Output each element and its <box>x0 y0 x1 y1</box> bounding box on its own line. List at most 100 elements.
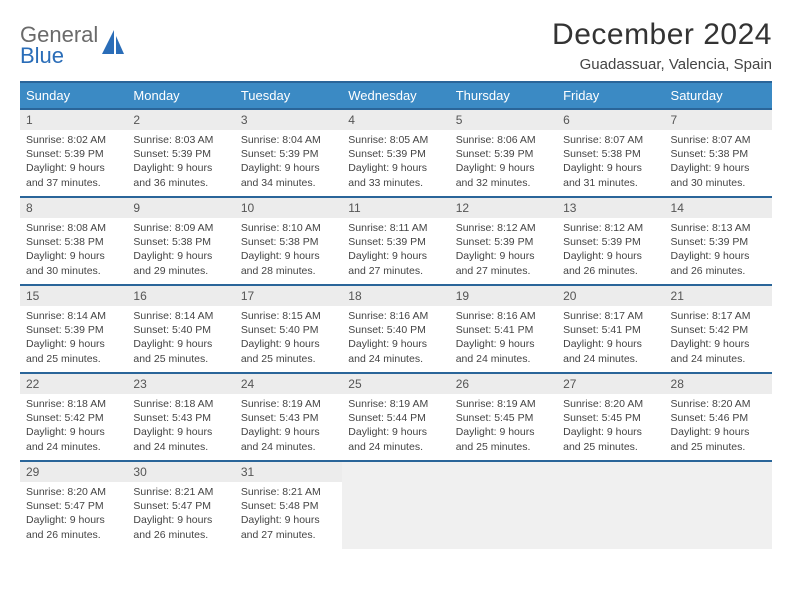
calendar-cell: 19Sunrise: 8:16 AMSunset: 5:41 PMDayligh… <box>450 285 557 373</box>
day-content: Sunrise: 8:12 AMSunset: 5:39 PMDaylight:… <box>557 218 664 284</box>
day-content: Sunrise: 8:21 AMSunset: 5:47 PMDaylight:… <box>127 482 234 548</box>
title-block: December 2024 Guadassuar, Valencia, Spai… <box>552 18 772 73</box>
calendar-cell <box>450 461 557 549</box>
calendar-cell: 10Sunrise: 8:10 AMSunset: 5:38 PMDayligh… <box>235 197 342 285</box>
calendar-cell: 20Sunrise: 8:17 AMSunset: 5:41 PMDayligh… <box>557 285 664 373</box>
sail-icon <box>100 28 126 63</box>
calendar-row: 8Sunrise: 8:08 AMSunset: 5:38 PMDaylight… <box>20 197 772 285</box>
weekday-header: Thursday <box>450 82 557 109</box>
day-content: Sunrise: 8:09 AMSunset: 5:38 PMDaylight:… <box>127 218 234 284</box>
day-content: Sunrise: 8:18 AMSunset: 5:42 PMDaylight:… <box>20 394 127 460</box>
day-number: 18 <box>342 286 449 306</box>
day-content: Sunrise: 8:13 AMSunset: 5:39 PMDaylight:… <box>665 218 772 284</box>
day-content: Sunrise: 8:21 AMSunset: 5:48 PMDaylight:… <box>235 482 342 548</box>
day-number: 13 <box>557 198 664 218</box>
day-number: 4 <box>342 110 449 130</box>
header: General Blue December 2024 Guadassuar, V… <box>20 18 772 73</box>
day-number: 24 <box>235 374 342 394</box>
day-content: Sunrise: 8:16 AMSunset: 5:40 PMDaylight:… <box>342 306 449 372</box>
location: Guadassuar, Valencia, Spain <box>552 56 772 73</box>
calendar-cell: 28Sunrise: 8:20 AMSunset: 5:46 PMDayligh… <box>665 373 772 461</box>
calendar-cell: 6Sunrise: 8:07 AMSunset: 5:38 PMDaylight… <box>557 109 664 197</box>
day-number: 15 <box>20 286 127 306</box>
weekday-header: Monday <box>127 82 234 109</box>
calendar-cell: 24Sunrise: 8:19 AMSunset: 5:43 PMDayligh… <box>235 373 342 461</box>
day-content: Sunrise: 8:17 AMSunset: 5:42 PMDaylight:… <box>665 306 772 372</box>
day-number: 1 <box>20 110 127 130</box>
day-content: Sunrise: 8:18 AMSunset: 5:43 PMDaylight:… <box>127 394 234 460</box>
day-content: Sunrise: 8:17 AMSunset: 5:41 PMDaylight:… <box>557 306 664 372</box>
calendar-cell: 5Sunrise: 8:06 AMSunset: 5:39 PMDaylight… <box>450 109 557 197</box>
day-content: Sunrise: 8:08 AMSunset: 5:38 PMDaylight:… <box>20 218 127 284</box>
calendar-cell <box>665 461 772 549</box>
day-content: Sunrise: 8:19 AMSunset: 5:43 PMDaylight:… <box>235 394 342 460</box>
calendar-body: 1Sunrise: 8:02 AMSunset: 5:39 PMDaylight… <box>20 109 772 549</box>
day-number: 2 <box>127 110 234 130</box>
calendar-cell: 2Sunrise: 8:03 AMSunset: 5:39 PMDaylight… <box>127 109 234 197</box>
day-number: 21 <box>665 286 772 306</box>
day-content: Sunrise: 8:16 AMSunset: 5:41 PMDaylight:… <box>450 306 557 372</box>
calendar-cell: 23Sunrise: 8:18 AMSunset: 5:43 PMDayligh… <box>127 373 234 461</box>
day-number: 28 <box>665 374 772 394</box>
day-number: 26 <box>450 374 557 394</box>
day-content: Sunrise: 8:06 AMSunset: 5:39 PMDaylight:… <box>450 130 557 196</box>
day-number: 3 <box>235 110 342 130</box>
calendar-cell: 7Sunrise: 8:07 AMSunset: 5:38 PMDaylight… <box>665 109 772 197</box>
day-number: 27 <box>557 374 664 394</box>
weekday-header: Wednesday <box>342 82 449 109</box>
calendar-cell: 12Sunrise: 8:12 AMSunset: 5:39 PMDayligh… <box>450 197 557 285</box>
day-content: Sunrise: 8:04 AMSunset: 5:39 PMDaylight:… <box>235 130 342 196</box>
day-content: Sunrise: 8:14 AMSunset: 5:40 PMDaylight:… <box>127 306 234 372</box>
calendar-cell: 9Sunrise: 8:09 AMSunset: 5:38 PMDaylight… <box>127 197 234 285</box>
day-number: 31 <box>235 462 342 482</box>
day-content: Sunrise: 8:20 AMSunset: 5:45 PMDaylight:… <box>557 394 664 460</box>
day-content: Sunrise: 8:19 AMSunset: 5:45 PMDaylight:… <box>450 394 557 460</box>
day-number: 30 <box>127 462 234 482</box>
calendar-cell: 16Sunrise: 8:14 AMSunset: 5:40 PMDayligh… <box>127 285 234 373</box>
day-content: Sunrise: 8:19 AMSunset: 5:44 PMDaylight:… <box>342 394 449 460</box>
day-content: Sunrise: 8:15 AMSunset: 5:40 PMDaylight:… <box>235 306 342 372</box>
day-content: Sunrise: 8:12 AMSunset: 5:39 PMDaylight:… <box>450 218 557 284</box>
day-number: 8 <box>20 198 127 218</box>
day-number: 6 <box>557 110 664 130</box>
day-content: Sunrise: 8:07 AMSunset: 5:38 PMDaylight:… <box>557 130 664 196</box>
calendar-cell: 21Sunrise: 8:17 AMSunset: 5:42 PMDayligh… <box>665 285 772 373</box>
day-content: Sunrise: 8:05 AMSunset: 5:39 PMDaylight:… <box>342 130 449 196</box>
calendar-cell: 15Sunrise: 8:14 AMSunset: 5:39 PMDayligh… <box>20 285 127 373</box>
calendar-cell: 27Sunrise: 8:20 AMSunset: 5:45 PMDayligh… <box>557 373 664 461</box>
day-number: 10 <box>235 198 342 218</box>
calendar-cell: 31Sunrise: 8:21 AMSunset: 5:48 PMDayligh… <box>235 461 342 549</box>
day-content: Sunrise: 8:20 AMSunset: 5:47 PMDaylight:… <box>20 482 127 548</box>
day-number: 29 <box>20 462 127 482</box>
day-number: 25 <box>342 374 449 394</box>
calendar-row: 29Sunrise: 8:20 AMSunset: 5:47 PMDayligh… <box>20 461 772 549</box>
day-content: Sunrise: 8:10 AMSunset: 5:38 PMDaylight:… <box>235 218 342 284</box>
month-title: December 2024 <box>552 18 772 52</box>
calendar-cell: 25Sunrise: 8:19 AMSunset: 5:44 PMDayligh… <box>342 373 449 461</box>
day-number: 14 <box>665 198 772 218</box>
weekday-header: Sunday <box>20 82 127 109</box>
calendar-row: 1Sunrise: 8:02 AMSunset: 5:39 PMDaylight… <box>20 109 772 197</box>
day-content: Sunrise: 8:14 AMSunset: 5:39 PMDaylight:… <box>20 306 127 372</box>
calendar-cell: 18Sunrise: 8:16 AMSunset: 5:40 PMDayligh… <box>342 285 449 373</box>
day-number: 22 <box>20 374 127 394</box>
logo: General Blue <box>20 18 126 67</box>
day-number: 11 <box>342 198 449 218</box>
calendar-table: SundayMondayTuesdayWednesdayThursdayFrid… <box>20 81 772 549</box>
calendar-cell: 8Sunrise: 8:08 AMSunset: 5:38 PMDaylight… <box>20 197 127 285</box>
calendar-cell: 26Sunrise: 8:19 AMSunset: 5:45 PMDayligh… <box>450 373 557 461</box>
day-number: 7 <box>665 110 772 130</box>
calendar-cell <box>557 461 664 549</box>
weekday-header-row: SundayMondayTuesdayWednesdayThursdayFrid… <box>20 82 772 109</box>
weekday-header: Saturday <box>665 82 772 109</box>
logo-text-wrap: General Blue <box>20 24 98 67</box>
weekday-header: Tuesday <box>235 82 342 109</box>
calendar-cell: 13Sunrise: 8:12 AMSunset: 5:39 PMDayligh… <box>557 197 664 285</box>
day-content: Sunrise: 8:07 AMSunset: 5:38 PMDaylight:… <box>665 130 772 196</box>
day-number: 23 <box>127 374 234 394</box>
calendar-cell: 30Sunrise: 8:21 AMSunset: 5:47 PMDayligh… <box>127 461 234 549</box>
day-number: 12 <box>450 198 557 218</box>
calendar-row: 15Sunrise: 8:14 AMSunset: 5:39 PMDayligh… <box>20 285 772 373</box>
weekday-header: Friday <box>557 82 664 109</box>
calendar-cell <box>342 461 449 549</box>
